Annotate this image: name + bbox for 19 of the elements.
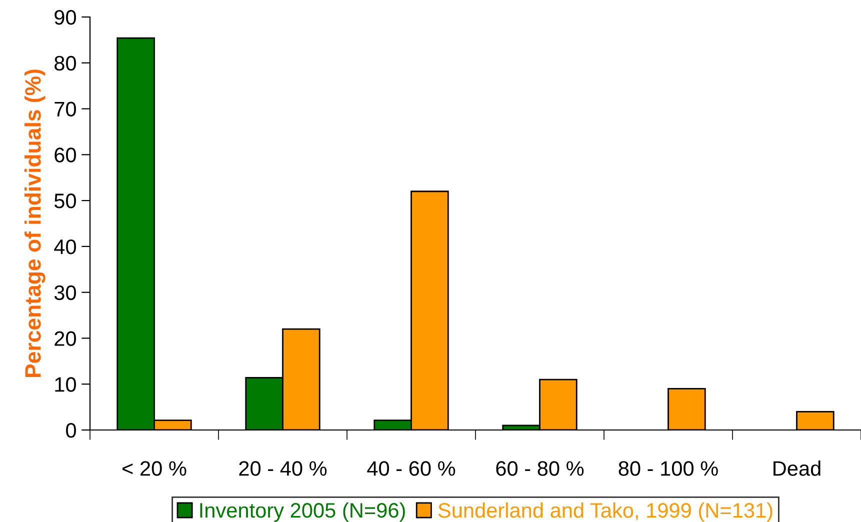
x-tick-label: < 20 % — [122, 461, 186, 476]
x-tick-label: 40 - 60 % — [367, 461, 456, 476]
y-tick-label: 70 — [54, 102, 76, 117]
x-tick-label: 80 - 100 % — [618, 461, 718, 476]
y-tick-label: 60 — [54, 148, 76, 162]
y-tick-label: 50 — [54, 194, 76, 208]
legend-label: Sunderland and Tako, 1999 (N=131) — [438, 502, 772, 522]
x-tick-label: Dead — [774, 460, 820, 476]
x-tick-label: 20 - 40 % — [239, 461, 327, 476]
y-tick-label: 40 — [54, 239, 76, 254]
y-tick-label: 30 — [54, 285, 76, 300]
y-tick-label: 10 — [55, 377, 76, 392]
y-tick-label: 0 — [66, 423, 76, 438]
y-axis-title: Percentage of individuals (%) — [24, 70, 46, 377]
y-tick-label: 20 — [54, 331, 76, 346]
legend-label: Inventory 2005 (N=96) — [200, 502, 405, 522]
y-tick-label: 80 — [54, 56, 76, 71]
x-tick-label: 60 - 80 % — [496, 461, 584, 476]
y-tick-label: 90 — [54, 10, 76, 25]
